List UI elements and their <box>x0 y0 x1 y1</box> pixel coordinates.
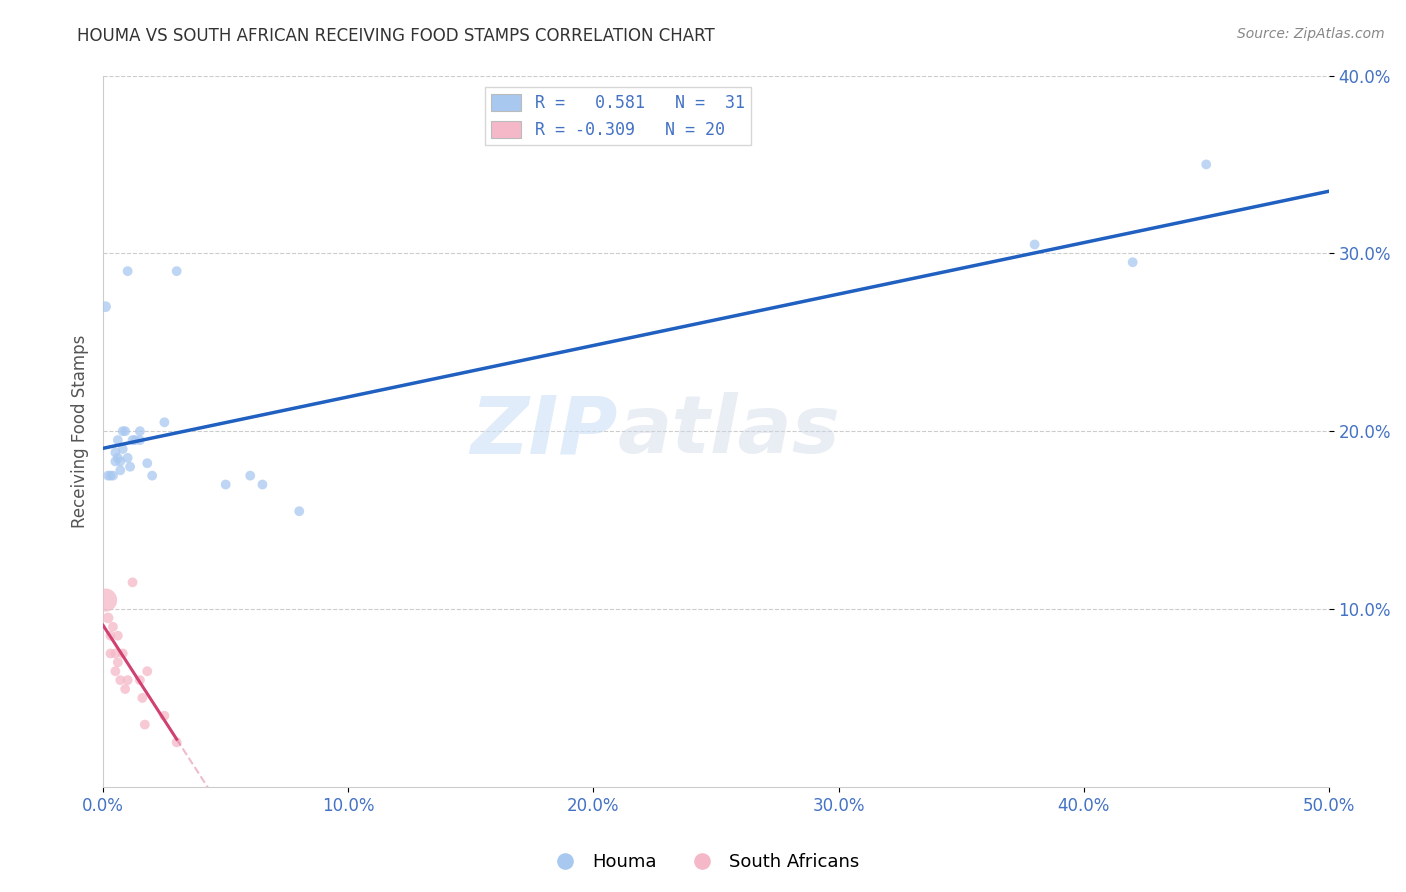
Point <box>111 424 134 438</box>
Point <box>117 264 139 278</box>
Point <box>101 620 124 634</box>
Point <box>166 264 188 278</box>
Point <box>114 681 136 696</box>
Point <box>166 735 188 749</box>
Point <box>104 665 127 679</box>
Point <box>121 575 143 590</box>
Point <box>110 673 132 687</box>
Point <box>111 442 134 456</box>
Point <box>94 593 117 607</box>
Point <box>100 647 122 661</box>
Point <box>1024 237 1046 252</box>
Point <box>215 477 238 491</box>
Point <box>131 690 153 705</box>
Y-axis label: Receiving Food Stamps: Receiving Food Stamps <box>72 334 89 528</box>
Point <box>94 300 117 314</box>
Text: ZIP: ZIP <box>471 392 617 470</box>
Point <box>117 673 139 687</box>
Point <box>114 424 136 438</box>
Legend: R =   0.581   N =  31, R = -0.309   N = 20: R = 0.581 N = 31, R = -0.309 N = 20 <box>485 87 751 145</box>
Point <box>120 459 142 474</box>
Text: Source: ZipAtlas.com: Source: ZipAtlas.com <box>1237 27 1385 41</box>
Point <box>111 647 134 661</box>
Point <box>97 468 120 483</box>
Point <box>124 433 146 447</box>
Point <box>129 433 152 447</box>
Point <box>1122 255 1144 269</box>
Point <box>100 629 122 643</box>
Point <box>104 647 127 661</box>
Point <box>100 468 122 483</box>
Point <box>117 450 139 465</box>
Point <box>153 708 176 723</box>
Point <box>104 454 127 468</box>
Point <box>153 415 176 429</box>
Text: HOUMA VS SOUTH AFRICAN RECEIVING FOOD STAMPS CORRELATION CHART: HOUMA VS SOUTH AFRICAN RECEIVING FOOD ST… <box>77 27 716 45</box>
Point <box>107 656 129 670</box>
Point <box>104 445 127 459</box>
Point <box>288 504 311 518</box>
Point <box>136 456 159 470</box>
Point <box>107 433 129 447</box>
Legend: Houma, South Africans: Houma, South Africans <box>540 847 866 879</box>
Point <box>97 611 120 625</box>
Point <box>1195 157 1218 171</box>
Point <box>107 629 129 643</box>
Point <box>239 468 262 483</box>
Point <box>107 450 129 465</box>
Point <box>141 468 163 483</box>
Point <box>110 454 132 468</box>
Text: atlas: atlas <box>617 392 841 470</box>
Point <box>121 433 143 447</box>
Point <box>136 665 159 679</box>
Point <box>110 463 132 477</box>
Point <box>101 468 124 483</box>
Point <box>129 424 152 438</box>
Point <box>134 717 156 731</box>
Point <box>252 477 274 491</box>
Point <box>129 673 152 687</box>
